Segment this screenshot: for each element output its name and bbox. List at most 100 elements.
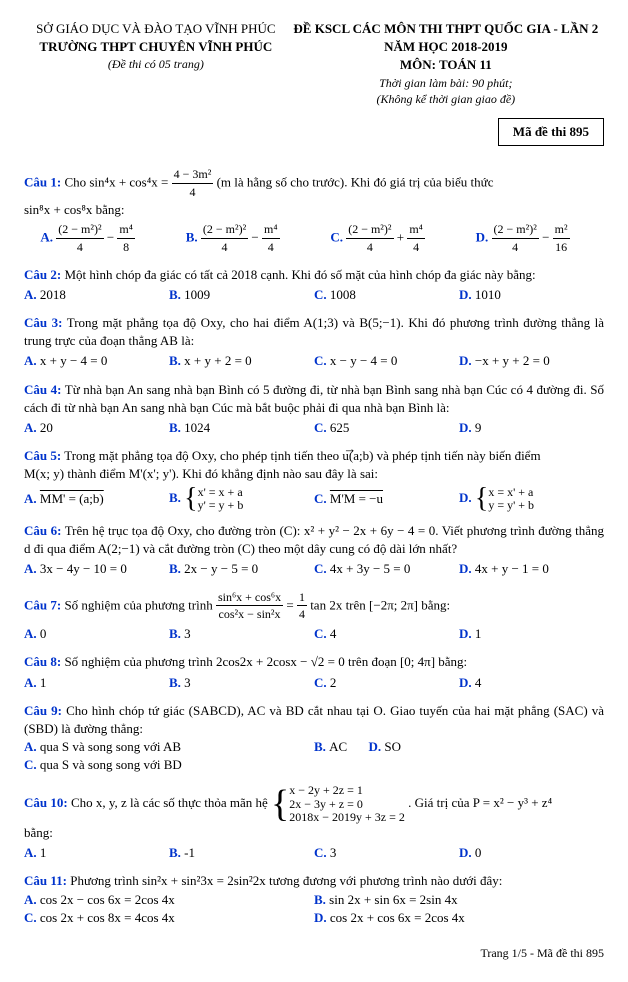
q1-label: Câu 1: <box>24 175 61 190</box>
q7-D: D. 1 <box>459 625 586 643</box>
q7-frac1: sin⁶x + cos⁶xcos²x − sin²x <box>216 589 283 624</box>
q5-D: D. {x = x' + ay = y' + b <box>459 486 586 512</box>
q11-A: A. cos 2x − cos 6x = 2cos 4x <box>24 891 175 909</box>
q9-A: A. qua S và song song với AB <box>24 738 181 756</box>
q1-D: D. (2 − m²)²4 − m²16 <box>476 221 570 256</box>
q1-text2: (m là hằng số cho trước). Khi đó giá trị… <box>217 175 494 190</box>
q7-label: Câu 7: <box>24 597 61 612</box>
q7-A: A. 0 <box>24 625 151 643</box>
dept-line: SỞ GIÁO DỤC VÀ ĐÀO TẠO VĨNH PHÚC <box>24 20 288 38</box>
q2-label: Câu 2: <box>24 267 61 282</box>
q10-system: { x − 2y + 2z = 12x − 3y + z = 02018x − … <box>271 784 405 824</box>
q6-label: Câu 6: <box>24 523 61 538</box>
q7-frac2: 14 <box>297 589 307 624</box>
q2-text: Một hình chóp đa giác có tất cả 2018 cạn… <box>64 267 535 282</box>
q6-D: D. 4x + y − 1 = 0 <box>459 560 586 578</box>
q7-text3: tan 2x trên [−2π; 2π] bằng: <box>310 597 450 612</box>
q6-C: C. 4x + 3y − 5 = 0 <box>314 560 441 578</box>
q3-label: Câu 3: <box>24 315 62 330</box>
q9-label: Câu 9: <box>24 703 62 718</box>
q6-A: A. 3x − 4y − 10 = 0 <box>24 560 151 578</box>
question-9: Câu 9: Cho hình chóp tứ giác (SABCD), AC… <box>24 702 604 775</box>
q8-C: C. 2 <box>314 674 441 692</box>
question-6: Câu 6: Trên hệ trục tọa độ Oxy, cho đườn… <box>24 522 604 579</box>
q10-text1: Cho x, y, z là các số thực thỏa mãn hệ <box>71 795 271 810</box>
q10-text3: bằng: <box>24 824 604 842</box>
q11-text: Phương trình sin²x + sin²3x = 2sin²2x tư… <box>70 873 502 888</box>
q2-D: D. 1010 <box>459 286 586 304</box>
q1-text3: sin⁸x + cos⁸x bằng: <box>24 201 604 219</box>
question-3: Câu 3: Trong mặt phẳng tọa độ Oxy, cho h… <box>24 314 604 371</box>
q3-D: D. −x + y + 2 = 0 <box>459 352 586 370</box>
exam-code: Mã đề thi 895 <box>498 118 604 146</box>
exam-header: SỞ GIÁO DỤC VÀ ĐÀO TẠO VĨNH PHÚC TRƯỜNG … <box>24 20 604 108</box>
q7-options: A. 0 B. 3 C. 4 D. 1 <box>24 625 604 643</box>
q4-D: D. 9 <box>459 419 586 437</box>
q3-B: B. x + y + 2 = 0 <box>169 352 296 370</box>
q8-options: A. 1 B. 3 C. 2 D. 4 <box>24 674 604 692</box>
q5-A: A. MM' = (a;b) <box>24 490 151 508</box>
q3-A: A. x + y − 4 = 0 <box>24 352 151 370</box>
q1-options: A. (2 − m²)²4 − m⁴8 B. (2 − m²)²4 − m⁴4 … <box>24 221 604 256</box>
q4-options: A. 20 B. 1024 C. 625 D. 9 <box>24 419 604 437</box>
q10-D: D. 0 <box>459 844 586 862</box>
question-2: Câu 2: Một hình chóp đa giác có tất cả 2… <box>24 266 604 304</box>
q5-label: Câu 5: <box>24 448 61 463</box>
q6-B: B. 2x − y − 5 = 0 <box>169 560 296 578</box>
q4-C: C. 625 <box>314 419 441 437</box>
q4-A: A. 20 <box>24 419 151 437</box>
q11-options: A. cos 2x − cos 6x = 2cos 4x C. cos 2x +… <box>24 891 604 927</box>
q8-B: B. 3 <box>169 674 296 692</box>
q6-text: Trên hệ trục tọa độ Oxy, cho đường tròn … <box>24 523 604 556</box>
school-line: TRƯỜNG THPT CHUYÊN VĨNH PHÚC <box>24 38 288 56</box>
q2-A: A. 2018 <box>24 286 151 304</box>
q8-text: Số nghiệm của phương trình 2cos2x + 2cos… <box>64 654 467 669</box>
q1-frac: 4 − 3m²4 <box>172 166 214 201</box>
exclude-note: (Không kể thời gian giao đề) <box>288 91 604 108</box>
q3-C: C. x − y − 4 = 0 <box>314 352 441 370</box>
q5-text2: M(x; y) thành điểm M'(x'; y'). Khi đó kh… <box>24 465 604 483</box>
q7-B: B. 3 <box>169 625 296 643</box>
exam-title: ĐỀ KSCL CÁC MÔN THI THPT QUỐC GIA - LẦN … <box>288 20 604 38</box>
question-4: Câu 4: Từ nhà bạn An sang nhà bạn Bình c… <box>24 381 604 438</box>
header-left: SỞ GIÁO DỤC VÀ ĐÀO TẠO VĨNH PHÚC TRƯỜNG … <box>24 20 288 108</box>
school-year: NĂM HỌC 2018-2019 <box>288 38 604 56</box>
subject: MÔN: TOÁN 11 <box>288 56 604 74</box>
q4-B: B. 1024 <box>169 419 296 437</box>
q9-C: C. qua S và song song với BD <box>24 756 182 774</box>
question-8: Câu 8: Số nghiệm của phương trình 2cos2x… <box>24 653 604 691</box>
q7-text1: Số nghiệm của phương trình <box>64 597 216 612</box>
q1-C: C. (2 − m²)²4 + m⁴4 <box>330 221 425 256</box>
duration: Thời gian làm bài: 90 phút; <box>288 75 604 92</box>
q2-C: C. 1008 <box>314 286 441 304</box>
q1-text1: Cho sin⁴x + cos⁴x = <box>64 175 171 190</box>
q11-B: B. sin 2x + sin 6x = 2sin 4x <box>314 891 458 909</box>
header-right: ĐỀ KSCL CÁC MÔN THI THPT QUỐC GIA - LẦN … <box>288 20 604 108</box>
question-1: Câu 1: Cho sin⁴x + cos⁴x = 4 − 3m²4 (m l… <box>24 166 604 255</box>
q10-text2: . Giá trị của P = x² − y³ + z⁴ <box>408 795 552 810</box>
q8-D: D. 4 <box>459 674 586 692</box>
q8-label: Câu 8: <box>24 654 61 669</box>
q9-text: Cho hình chóp tứ giác (SABCD), AC và BD … <box>24 703 604 736</box>
q11-label: Câu 11: <box>24 873 67 888</box>
question-7: Câu 7: Số nghiệm của phương trình sin⁶x … <box>24 589 604 644</box>
question-11: Câu 11: Phương trình sin²x + sin²3x = 2s… <box>24 872 604 927</box>
page-count-note: (Đề thi có 05 trang) <box>24 56 288 73</box>
question-5: Câu 5: Trong mặt phẳng tọa độ Oxy, cho p… <box>24 447 604 512</box>
q5-options: A. MM' = (a;b) B. {x' = x + ay' = y + b … <box>24 486 604 512</box>
q10-A: A. 1 <box>24 844 151 862</box>
q6-options: A. 3x − 4y − 10 = 0 B. 2x − y − 5 = 0 C.… <box>24 560 604 578</box>
q8-A: A. 1 <box>24 674 151 692</box>
q5-text1: Trong mặt phẳng tọa độ Oxy, cho phép tịn… <box>64 448 342 463</box>
q1-B: B. (2 − m²)²4 − m⁴4 <box>186 221 280 256</box>
q3-text: Trong mặt phẳng tọa độ Oxy, cho hai điểm… <box>24 315 604 348</box>
q11-D: D. cos 2x + cos 6x = 2cos 4x <box>314 909 465 927</box>
q9-D: D. SO <box>368 738 401 756</box>
q2-options: A. 2018 B. 1009 C. 1008 D. 1010 <box>24 286 604 304</box>
q10-C: C. 3 <box>314 844 441 862</box>
q11-C: C. cos 2x + cos 8x = 4cos 4x <box>24 909 175 927</box>
q10-options: A. 1 B. -1 C. 3 D. 0 <box>24 844 604 862</box>
q5-B: B. {x' = x + ay' = y + b <box>169 486 296 512</box>
q4-label: Câu 4: <box>24 382 61 397</box>
q5-C: C. M'M = −u <box>314 490 441 508</box>
